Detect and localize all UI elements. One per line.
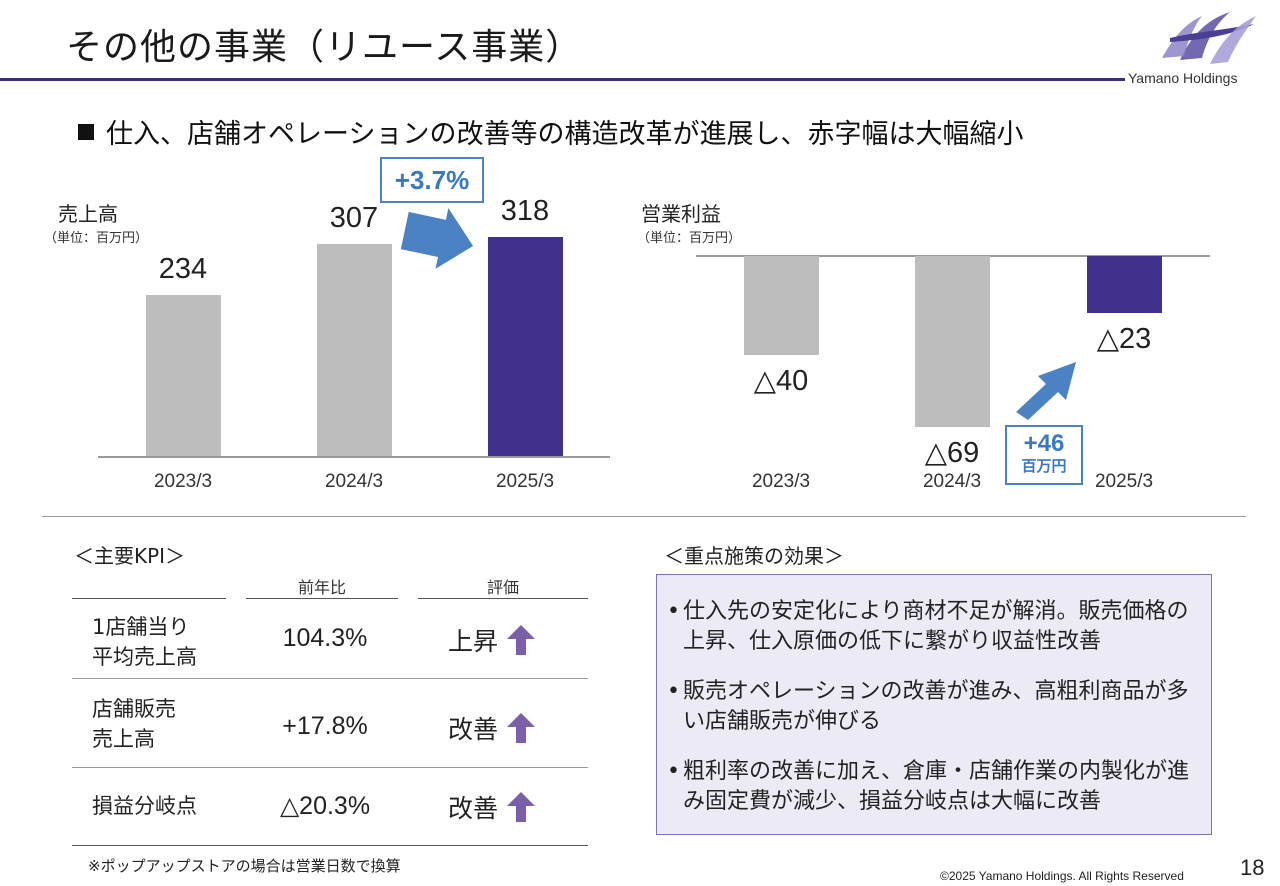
kpi-name: 損益分岐点 xyxy=(92,791,242,821)
profit-bar xyxy=(1086,256,1162,314)
kpi-eval: 改善 xyxy=(448,789,536,829)
kpi-header-rule-2 xyxy=(246,598,398,599)
profit-change-unit: 百万円 xyxy=(1021,458,1067,475)
up-arrow-icon xyxy=(506,791,536,829)
kpi-name: 1店舗当り平均売上高 xyxy=(92,612,242,672)
kpi-row-rule xyxy=(72,767,588,768)
sales-x-tick: 2024/3 xyxy=(324,471,384,492)
effects-box: • 仕入先の安定化により商材不足が解消。販売価格の上昇、仕入原価の低下に繋がり収益… xyxy=(656,574,1212,835)
profit-chart-title: 営業利益 xyxy=(641,202,721,226)
sales-chart-unit: （単位：百万円） xyxy=(44,231,149,246)
headline-text: 仕入、店舗オペレーションの改善等の構造改革が進展し、赤字幅は大幅縮小 xyxy=(106,119,1024,150)
sales-bar xyxy=(145,294,221,456)
kpi-eval: 改善 xyxy=(448,710,536,750)
effects-heading: ＜重点施策の効果＞ xyxy=(664,544,844,568)
sales-chart-baseline xyxy=(98,456,610,458)
profit-x-tick: 2025/3 xyxy=(1094,471,1154,492)
kpi-name-line: 平均売上高 xyxy=(92,645,197,669)
kpi-name-line: 売上高 xyxy=(92,727,155,751)
kpi-eval-text: 改善 xyxy=(448,794,499,823)
kpi-name: 店舗販売 売上高 xyxy=(92,694,242,754)
sales-bar xyxy=(316,244,392,456)
profit-chart-unit: （単位：百万円） xyxy=(637,231,742,246)
kpi-name-line: 損益分岐点 xyxy=(92,794,197,818)
effect-item: • 粗利率の改善に加え、倉庫・店舗作業の内製化が進み固定費が減少、損益分岐点は大幅… xyxy=(667,759,1190,814)
profit-value-label: △69 xyxy=(924,437,980,470)
sales-value-label: 234 xyxy=(158,252,208,285)
page-number: 18 xyxy=(1240,855,1265,880)
sales-value-label: 307 xyxy=(329,202,379,235)
kpi-heading: ＜主要KPI＞ xyxy=(74,544,186,568)
profit-change-value: +46 xyxy=(1023,430,1065,457)
effect-item: • 仕入先の安定化により商材不足が解消。販売価格の上昇、仕入原価の低下に繋がり収益… xyxy=(667,599,1189,654)
profit-value-label: △40 xyxy=(753,365,809,398)
sales-bar xyxy=(487,236,563,456)
bullet-square-icon xyxy=(78,124,94,140)
section-divider xyxy=(42,516,1246,517)
slide-title: その他の事業（リユース事業） xyxy=(66,27,583,68)
kpi-name-line: 店舗販売 xyxy=(92,697,176,721)
profit-x-tick: 2023/3 xyxy=(751,471,811,492)
kpi-row-rule xyxy=(72,678,588,679)
bullet-dot-icon: • xyxy=(667,599,680,624)
title-rule xyxy=(0,78,1125,81)
profit-change-badge: +46 百万円 xyxy=(1005,425,1083,485)
kpi-name-line: 1店舗当り xyxy=(92,615,190,639)
sales-x-tick: 2023/3 xyxy=(153,471,213,492)
kpi-bottom-rule xyxy=(72,845,588,846)
sales-growth-arrow-icon xyxy=(400,208,474,269)
logo-text: Yamano Holdings xyxy=(1128,70,1238,86)
kpi-yoy-value: +17.8% xyxy=(282,712,368,740)
sales-value-label: 318 xyxy=(500,194,550,227)
effect-item: • 販売オペレーションの改善が進み、高粗利商品が多い店舗販売が伸びる xyxy=(667,679,1189,734)
footnote: ※ポップアップストアの場合は営業日数で換算 xyxy=(88,857,401,875)
profit-growth-arrow-icon xyxy=(1016,362,1076,420)
kpi-eval: 上昇 xyxy=(448,622,536,662)
profit-bar xyxy=(743,256,819,356)
kpi-col-eval: 評価 xyxy=(486,578,519,597)
bullet-dot-icon: • xyxy=(667,679,680,704)
kpi-eval-text: 改善 xyxy=(448,715,499,744)
up-arrow-icon xyxy=(506,624,536,662)
bullet-dot-icon: • xyxy=(667,759,680,784)
up-arrow-icon xyxy=(506,712,536,750)
yamano-logo-icon xyxy=(1162,12,1256,64)
kpi-col-yoy: 前年比 xyxy=(297,578,346,597)
kpi-yoy-value: 104.3% xyxy=(282,624,368,652)
profit-bar xyxy=(914,256,990,428)
kpi-yoy-value: △20.3% xyxy=(279,792,371,820)
headline: 仕入、店舗オペレーションの改善等の構造改革が進展し、赤字幅は大幅縮小 xyxy=(78,112,1023,151)
kpi-header-rule-1 xyxy=(72,598,226,599)
sales-x-tick: 2025/3 xyxy=(495,471,555,492)
profit-x-tick: 2024/3 xyxy=(922,471,982,492)
copyright: ©2025 Yamano Holdings. All Rights Reserv… xyxy=(940,869,1184,883)
kpi-header-rule-3 xyxy=(418,598,588,599)
kpi-eval-text: 上昇 xyxy=(448,627,499,656)
sales-chart-title: 売上高 xyxy=(58,202,118,226)
sales-change-badge: +3.7% xyxy=(380,157,484,203)
profit-value-label: △23 xyxy=(1096,323,1152,356)
